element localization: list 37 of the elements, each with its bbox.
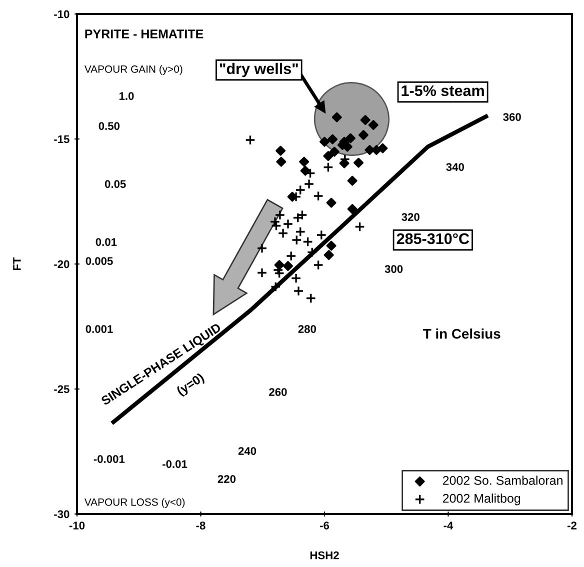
y-tick-label: -30 xyxy=(54,510,70,518)
annotation: PYRITE - HEMATITE xyxy=(85,30,204,38)
annotation: VAPOUR LOSS (y<0) xyxy=(84,498,185,508)
y-tick-label: -20 xyxy=(54,260,70,268)
annotation: 0.50 xyxy=(98,122,120,130)
x-tick-label: -6 xyxy=(320,522,330,530)
annotation: -0.001 xyxy=(94,455,125,463)
legend-label: 2002 Malitbog xyxy=(442,494,520,506)
y-tick-label: -25 xyxy=(54,385,70,394)
annotation: "dry wells" xyxy=(220,62,298,78)
annotation: 320 xyxy=(402,213,420,221)
annotation: 0.05 xyxy=(104,180,126,188)
annotation: 240 xyxy=(238,447,256,455)
x-axis-title: HSH2 xyxy=(310,551,339,560)
legend-label: 2002 So. Sambaloran xyxy=(442,476,562,485)
annotation: 300 xyxy=(384,265,403,273)
annotation: 340 xyxy=(446,163,464,171)
annotation: 0.001 xyxy=(86,325,113,333)
y-axis-title: FT xyxy=(13,257,21,270)
annotation: 360 xyxy=(503,113,521,121)
annotation: 0.01 xyxy=(96,238,117,246)
x-tick-label: -4 xyxy=(444,522,454,530)
x-tick-label: -8 xyxy=(196,522,206,530)
annotation: VAPOUR GAIN (y>0) xyxy=(84,65,182,75)
annotation: 220 xyxy=(218,475,236,483)
annotation: T in Celsius xyxy=(423,328,500,339)
annotation: 260 xyxy=(269,388,287,396)
annotation: -0.01 xyxy=(162,460,188,468)
y-tick-label: -10 xyxy=(54,10,70,18)
x-tick-label: -10 xyxy=(69,522,85,530)
y-tick-label: -15 xyxy=(54,135,70,144)
annotation: 280 xyxy=(298,325,316,333)
x-tick-label: -2 xyxy=(567,522,576,530)
annotation: 0.005 xyxy=(86,257,113,265)
annotation: 285-310°C xyxy=(396,233,470,244)
annotation: 1-5% steam xyxy=(402,85,484,96)
annotation: 1.0 xyxy=(119,92,134,100)
